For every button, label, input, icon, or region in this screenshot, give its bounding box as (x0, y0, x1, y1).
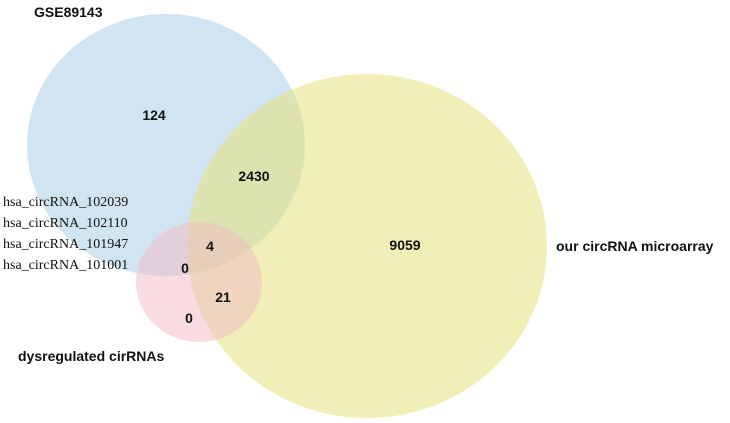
gene-annotation-list: hsa_circRNA_102039 hsa_circRNA_102110 hs… (3, 195, 128, 273)
microarray-label: our circRNA microarray (556, 238, 714, 254)
count-dysregulated-only: 0 (185, 310, 193, 326)
gene-annotation: hsa_circRNA_101001 (3, 258, 128, 273)
gene-annotation: hsa_circRNA_102039 (3, 195, 128, 210)
gene-annotation: hsa_circRNA_101947 (3, 237, 128, 252)
count-gse-dysregulated: 0 (181, 260, 189, 276)
count-gse-microarray: 2430 (238, 168, 269, 184)
dysregulated-circle (136, 222, 262, 342)
count-microarray-only: 9059 (389, 237, 420, 253)
microarray-circle (187, 74, 547, 418)
gse89143-label: GSE89143 (34, 4, 103, 20)
count-all-three: 4 (206, 238, 214, 254)
gene-annotation: hsa_circRNA_102110 (3, 216, 128, 231)
count-gse-only: 124 (142, 107, 166, 123)
dysregulated-label: dysregulated cirRNAs (18, 348, 164, 364)
count-microarray-dysregulated: 21 (215, 289, 231, 305)
